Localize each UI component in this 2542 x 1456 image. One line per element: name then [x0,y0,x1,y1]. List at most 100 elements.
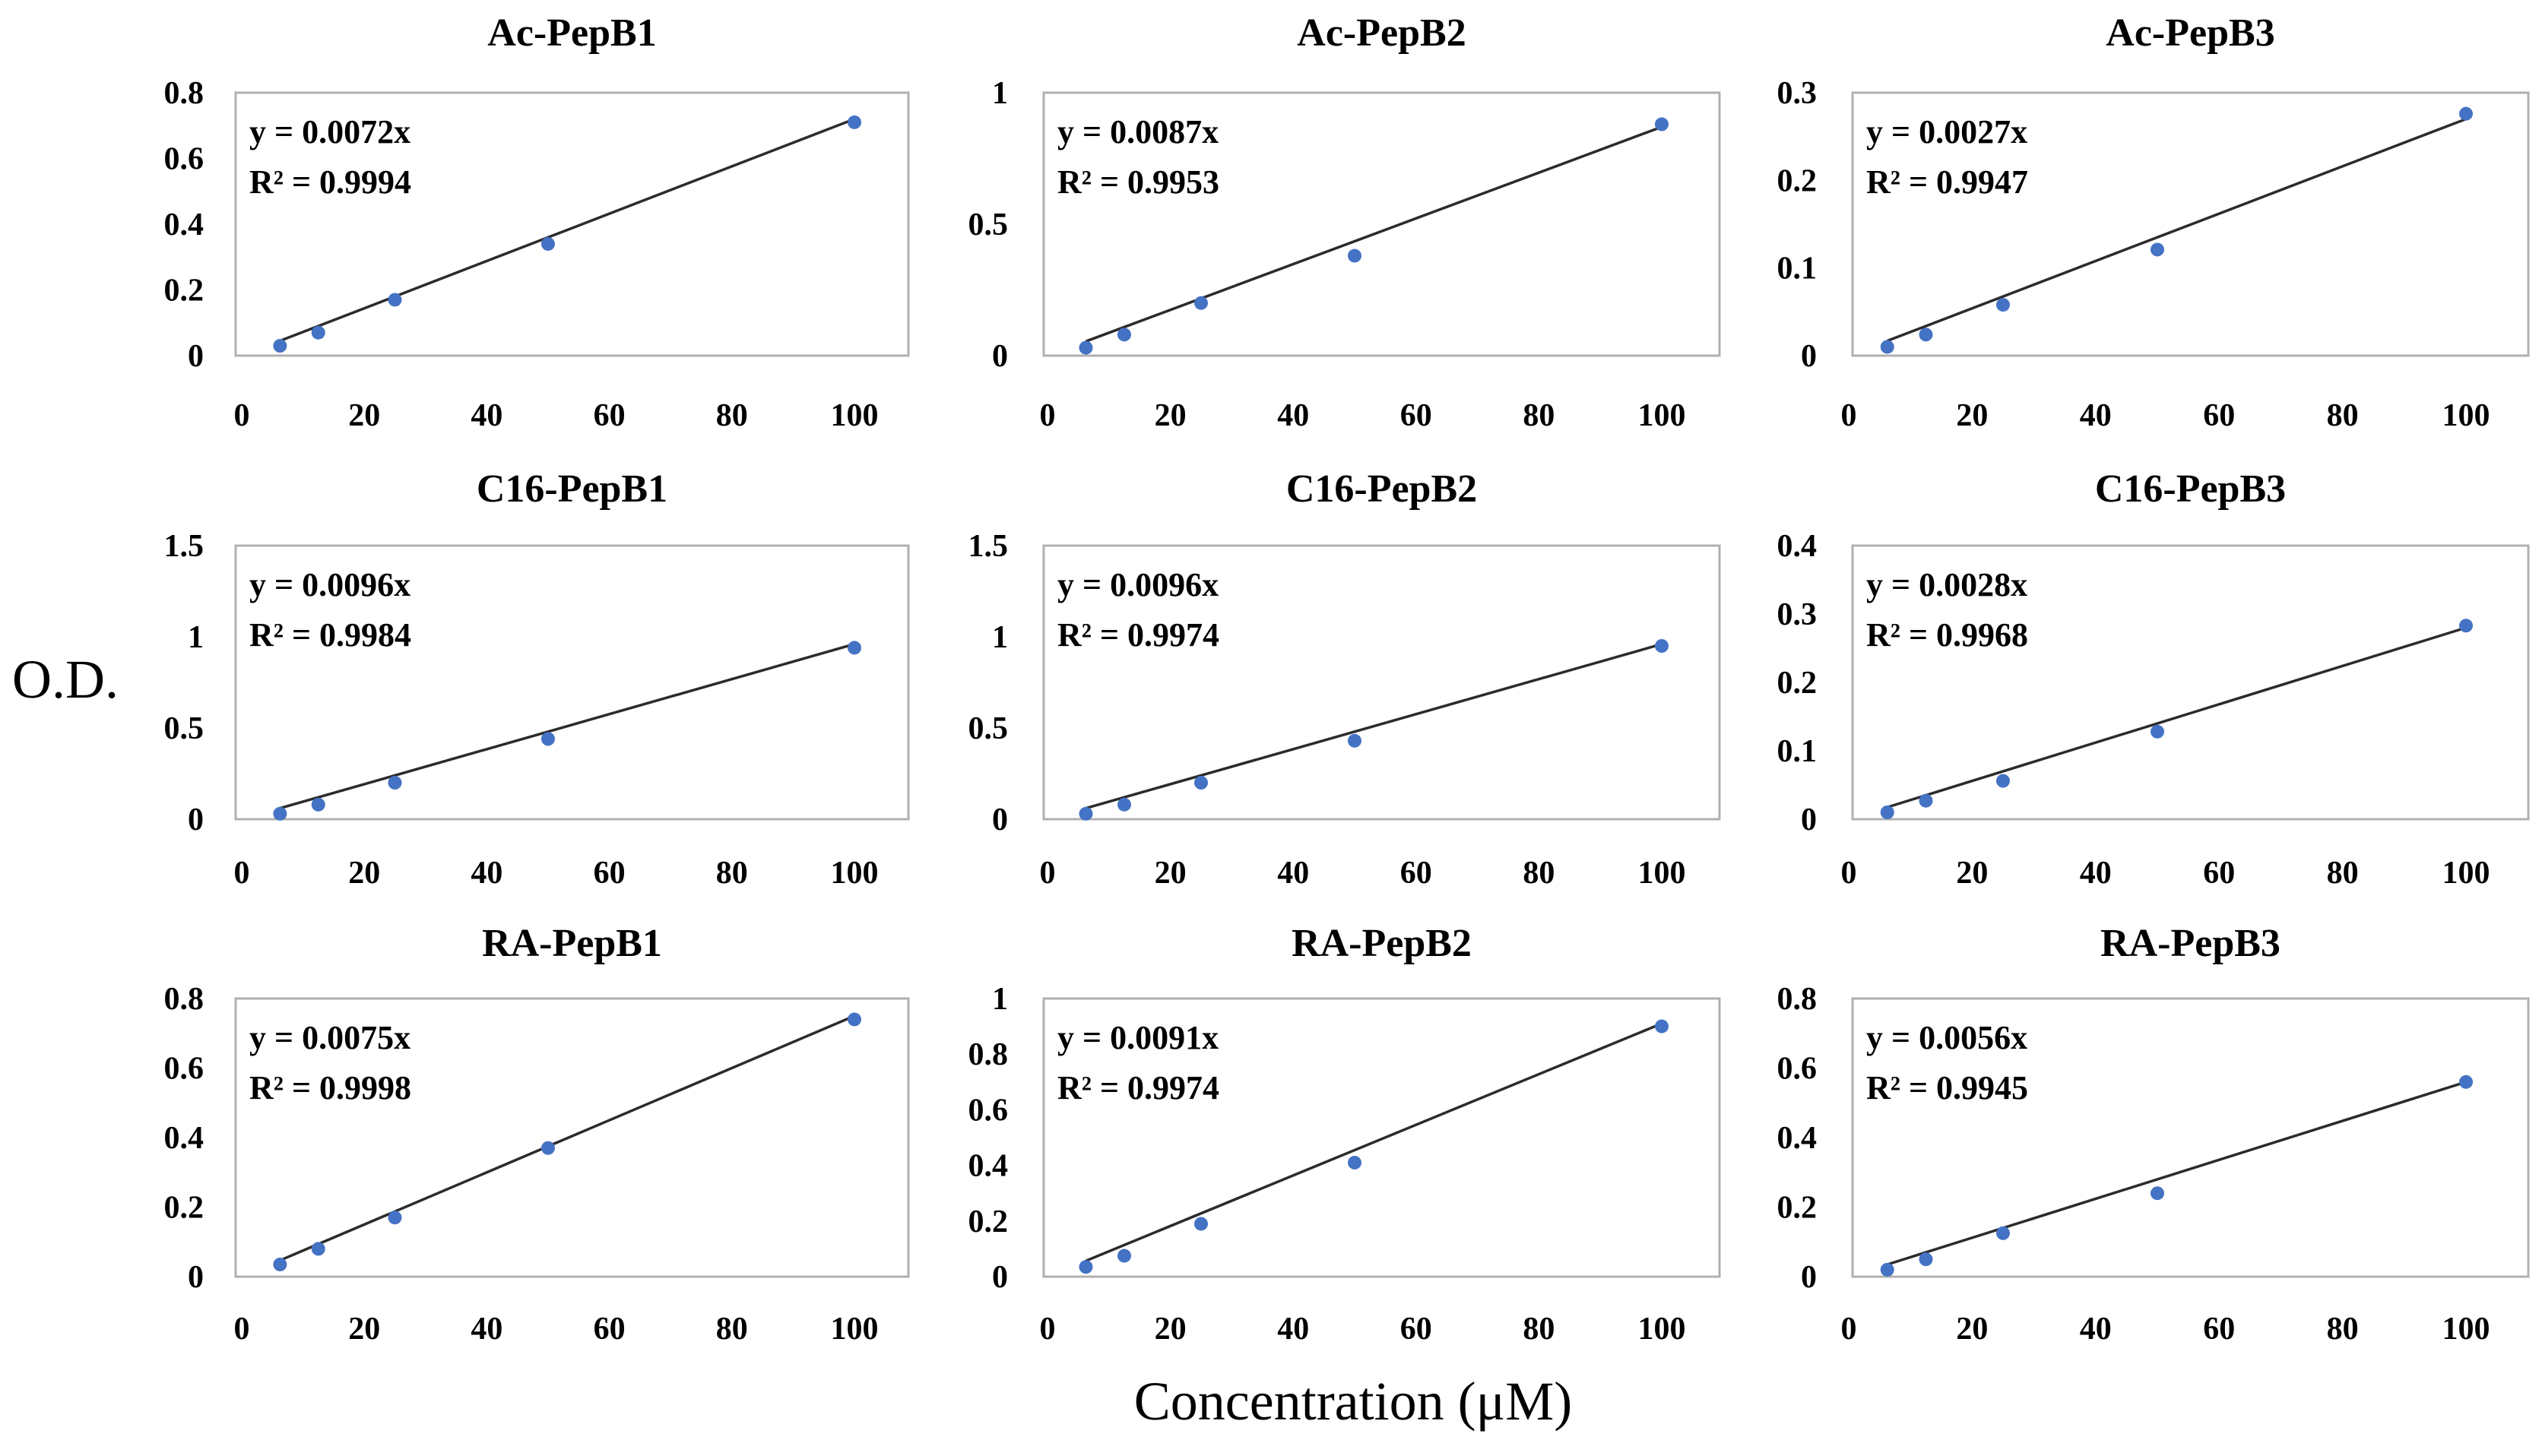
data-point [1348,733,1361,748]
y-tick-label: 1.5 [164,529,204,564]
y-tick-label: 0.4 [968,1149,1009,1184]
chart-panel: RA-PepB2 0 0.2 0.4 0.6 0.8 1 0 20 40 60 80 100 y = 0.… [968,922,1721,1347]
x-tick-label: 20 [1155,398,1187,433]
chart-title: Ac-PepB3 [2106,11,2274,55]
y-tick-label: 0.2 [164,274,204,309]
x-tick-label: 100 [2442,1312,2490,1347]
trendline [279,642,855,810]
y-tick-label: 0.4 [1777,1121,1818,1156]
x-tick-label: 20 [348,856,380,891]
x-tick-label: 80 [716,856,748,891]
x-tick-label: 60 [1400,856,1432,891]
y-tick-label: 0 [1801,339,1817,374]
x-tick-label: 60 [594,1312,626,1347]
data-point [1880,806,1894,819]
data-point [1079,806,1093,821]
x-tick-label: 100 [831,1312,879,1347]
chart-panel: Ac-PepB3 0 0.1 0.2 0.3 0 20 40 60 80 100 y = 0.0027… [1777,11,2530,433]
x-tick-label: 60 [594,856,626,891]
trendline [1086,642,1662,810]
data-point [273,1257,287,1271]
chart-panel: C16-PepB2 0 0.5 1 1.5 0 20 40 60 80 100 y = 0.0096x… [968,467,1721,891]
y-tick-label: 0.8 [1777,982,1818,1017]
plot-frame [1042,544,1721,821]
chart-title: Ac-PepB1 [487,11,656,55]
x-tick-label: 80 [716,398,748,433]
y-tick-label: 0.3 [1777,76,1818,111]
chart-title: C16-PepB1 [477,467,667,511]
x-tick-label: 80 [2327,1312,2359,1347]
x-tick-label: 20 [348,398,380,433]
y-tick-label: 0.2 [1777,1191,1818,1226]
fit-r-squared: R² = 0.9974 [1057,1069,1219,1106]
x-tick-label: 100 [1638,856,1686,891]
chart-title: RA-PepB1 [482,922,662,965]
y-tick-label: 0.6 [164,142,204,177]
fit-equation: y = 0.0091x [1057,1019,1219,1056]
data-point [273,806,287,821]
data-point [1996,1226,2010,1240]
y-tick-label: 1 [992,76,1008,111]
fit-equation: y = 0.0056x [1866,1019,2027,1056]
x-tick-label: 60 [2203,1312,2235,1347]
y-axis-label: O.D. [12,649,119,710]
y-tick-label: 0.6 [164,1052,204,1087]
data-point [1919,328,1933,342]
x-tick-label: 40 [1277,1312,1309,1347]
data-point [311,1242,325,1256]
x-tick-label: 40 [1277,398,1309,433]
trendline [1887,1081,2467,1266]
trendline [1887,117,2467,343]
x-tick-label: 60 [2203,856,2235,891]
y-tick-label: 0 [1801,802,1817,837]
y-tick-label: 0.4 [1777,529,1818,564]
data-point [1655,639,1669,653]
data-point [311,797,325,812]
data-point [1655,1019,1669,1033]
plot-frame [234,544,910,821]
x-axis-label: Concentration (μM) [1134,1371,1572,1432]
data-point [388,293,402,307]
x-tick-label: 80 [1523,856,1555,891]
y-tick-label: 1 [992,620,1008,655]
data-point [388,1211,402,1225]
x-tick-label: 0 [1040,856,1056,891]
y-tick-label: 0.5 [164,711,204,746]
y-tick-label: 0.6 [968,1093,1009,1128]
data-point [2459,1075,2473,1089]
chart-panel: Ac-PepB2 0 0.5 1 0 20 40 60 80 100 y = 0.0087x R² =… [968,11,1721,433]
fit-r-squared: R² = 0.9945 [1866,1069,2028,1106]
data-point [2151,242,2164,257]
x-tick-label: 0 [234,398,250,433]
data-point [1117,328,1131,342]
trendline [1887,626,2467,809]
data-point [1919,793,1933,808]
data-point [2151,724,2164,739]
y-tick-label: 0.4 [164,207,204,242]
x-tick-label: 80 [716,1312,748,1347]
data-point [1880,340,1894,354]
x-tick-label: 0 [234,1312,250,1347]
chart-title: RA-PepB3 [2100,922,2281,965]
x-tick-label: 80 [2327,856,2359,891]
fit-r-squared: R² = 0.9984 [249,616,411,654]
trendline [279,117,855,343]
y-tick-label: 0 [992,1260,1008,1295]
fit-r-squared: R² = 0.9974 [1057,616,1219,654]
y-tick-label: 0.8 [164,76,204,111]
fit-r-squared: R² = 0.9953 [1057,163,1219,201]
chart-title: Ac-PepB2 [1297,11,1466,55]
chart-title: C16-PepB2 [1286,467,1477,511]
y-tick-label: 0.2 [164,1191,204,1226]
data-point [311,325,325,340]
y-tick-label: 0.2 [1777,666,1818,701]
data-point [1194,776,1208,790]
x-tick-label: 20 [1155,856,1187,891]
x-tick-label: 60 [2203,398,2235,433]
fit-r-squared: R² = 0.9994 [249,163,411,201]
y-tick-label: 0.5 [968,711,1009,746]
plot-frame [1851,997,2530,1278]
x-tick-label: 40 [471,1312,502,1347]
chart-panel: RA-PepB1 0 0.2 0.4 0.6 0.8 0 20 40 60 80 100 y = 0.0… [164,922,910,1347]
x-tick-label: 100 [2442,398,2490,433]
